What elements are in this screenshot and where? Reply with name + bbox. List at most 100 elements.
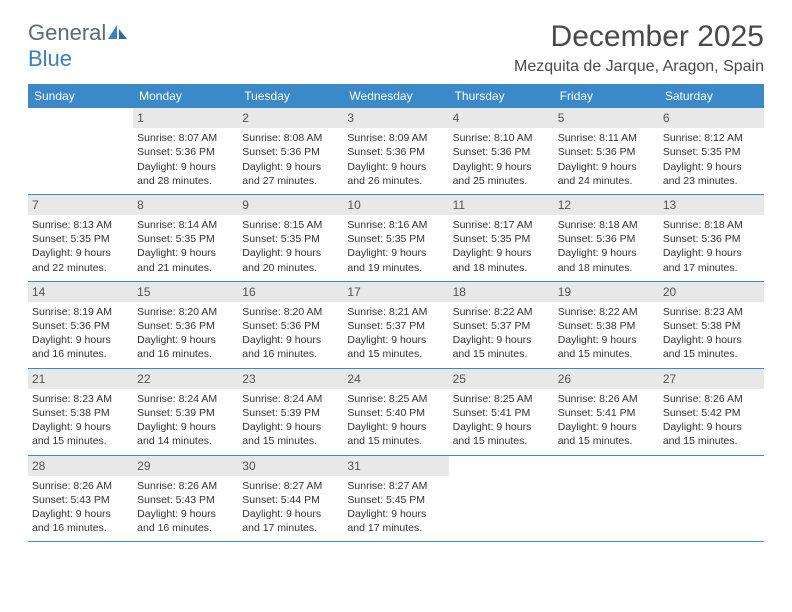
sunrise-line: Sunrise: 8:19 AM bbox=[32, 305, 129, 319]
day-header-saturday: Saturday bbox=[659, 84, 764, 108]
day-number: 23 bbox=[238, 369, 343, 389]
sunrise-line: Sunrise: 8:20 AM bbox=[137, 305, 234, 319]
sunset-line: Sunset: 5:35 PM bbox=[242, 232, 339, 246]
sunset-line: Sunset: 5:43 PM bbox=[137, 493, 234, 507]
day-cell bbox=[449, 455, 554, 542]
day-cell bbox=[554, 455, 659, 542]
day-cell: 8Sunrise: 8:14 AMSunset: 5:35 PMDaylight… bbox=[133, 194, 238, 281]
sunrise-line: Sunrise: 8:23 AM bbox=[663, 305, 760, 319]
day-number: 17 bbox=[343, 282, 448, 302]
month-title: December 2025 bbox=[514, 20, 764, 54]
daylight-line: Daylight: 9 hours and 15 minutes. bbox=[558, 420, 655, 448]
sunrise-line: Sunrise: 8:26 AM bbox=[137, 479, 234, 493]
sunset-line: Sunset: 5:36 PM bbox=[453, 145, 550, 159]
sunset-line: Sunset: 5:37 PM bbox=[347, 319, 444, 333]
sunrise-line: Sunrise: 8:12 AM bbox=[663, 131, 760, 145]
sunset-line: Sunset: 5:35 PM bbox=[663, 145, 760, 159]
sunrise-line: Sunrise: 8:09 AM bbox=[347, 131, 444, 145]
day-number: 9 bbox=[238, 195, 343, 215]
daylight-line: Daylight: 9 hours and 21 minutes. bbox=[137, 246, 234, 274]
day-number: 2 bbox=[238, 108, 343, 128]
daylight-line: Daylight: 9 hours and 25 minutes. bbox=[453, 160, 550, 188]
day-cell bbox=[28, 108, 133, 194]
sunset-line: Sunset: 5:43 PM bbox=[32, 493, 129, 507]
day-number: 24 bbox=[343, 369, 448, 389]
sunset-line: Sunset: 5:38 PM bbox=[663, 319, 760, 333]
sunrise-line: Sunrise: 8:16 AM bbox=[347, 218, 444, 232]
day-cell: 29Sunrise: 8:26 AMSunset: 5:43 PMDayligh… bbox=[133, 455, 238, 542]
sunset-line: Sunset: 5:36 PM bbox=[242, 145, 339, 159]
sunrise-line: Sunrise: 8:20 AM bbox=[242, 305, 339, 319]
daylight-line: Daylight: 9 hours and 16 minutes. bbox=[137, 507, 234, 535]
logo: General Blue bbox=[28, 20, 128, 72]
daylight-line: Daylight: 9 hours and 26 minutes. bbox=[347, 160, 444, 188]
page-header: General Blue December 2025 Mezquita de J… bbox=[28, 20, 764, 76]
sunset-line: Sunset: 5:41 PM bbox=[558, 406, 655, 420]
daylight-line: Daylight: 9 hours and 23 minutes. bbox=[663, 160, 760, 188]
daylight-line: Daylight: 9 hours and 15 minutes. bbox=[32, 420, 129, 448]
daylight-line: Daylight: 9 hours and 16 minutes. bbox=[32, 507, 129, 535]
day-number: 15 bbox=[133, 282, 238, 302]
daylight-line: Daylight: 9 hours and 20 minutes. bbox=[242, 246, 339, 274]
sunrise-line: Sunrise: 8:08 AM bbox=[242, 131, 339, 145]
day-number: 25 bbox=[449, 369, 554, 389]
sunrise-line: Sunrise: 8:24 AM bbox=[242, 392, 339, 406]
day-cell: 26 Sunrise: 8:26 AMSunset: 5:41 PMDayligh… bbox=[554, 368, 659, 455]
daylight-line: Daylight: 9 hours and 19 minutes. bbox=[347, 246, 444, 274]
day-number: 18 bbox=[449, 282, 554, 302]
day-number: 3 bbox=[343, 108, 448, 128]
sunrise-line: Sunrise: 8:26 AM bbox=[558, 392, 655, 406]
sunrise-line: Sunrise: 8:10 AM bbox=[453, 131, 550, 145]
sunset-line: Sunset: 5:45 PM bbox=[347, 493, 444, 507]
day-cell: 30Sunrise: 8:27 AMSunset: 5:44 PMDayligh… bbox=[238, 455, 343, 542]
sunset-line: Sunset: 5:36 PM bbox=[663, 232, 760, 246]
sunset-line: Sunset: 5:36 PM bbox=[137, 145, 234, 159]
sunrise-line: Sunrise: 8:26 AM bbox=[663, 392, 760, 406]
sunset-line: Sunset: 5:36 PM bbox=[32, 319, 129, 333]
sunrise-line: Sunrise: 8:17 AM bbox=[453, 218, 550, 232]
day-cell: 6Sunrise: 8:12 AMSunset: 5:35 PMDaylight… bbox=[659, 108, 764, 194]
day-number: 7 bbox=[28, 195, 133, 215]
day-number: 26 bbox=[554, 369, 659, 389]
daylight-line: Daylight: 9 hours and 17 minutes. bbox=[242, 507, 339, 535]
sunset-line: Sunset: 5:39 PM bbox=[137, 406, 234, 420]
sunrise-line: Sunrise: 8:14 AM bbox=[137, 218, 234, 232]
day-cell: 21Sunrise: 8:23 AMSunset: 5:38 PMDayligh… bbox=[28, 368, 133, 455]
day-cell: 11Sunrise: 8:17 AMSunset: 5:35 PMDayligh… bbox=[449, 194, 554, 281]
day-header-thursday: Thursday bbox=[449, 84, 554, 108]
daylight-line: Daylight: 9 hours and 27 minutes. bbox=[242, 160, 339, 188]
sunrise-line: Sunrise: 8:21 AM bbox=[347, 305, 444, 319]
sunrise-line: Sunrise: 8:22 AM bbox=[558, 305, 655, 319]
week-row: 14Sunrise: 8:19 AMSunset: 5:36 PMDayligh… bbox=[28, 281, 764, 368]
day-number: 4 bbox=[449, 108, 554, 128]
sunset-line: Sunset: 5:38 PM bbox=[558, 319, 655, 333]
week-row: 21Sunrise: 8:23 AMSunset: 5:38 PMDayligh… bbox=[28, 368, 764, 455]
daylight-line: Daylight: 9 hours and 15 minutes. bbox=[663, 420, 760, 448]
day-cell: 9Sunrise: 8:15 AMSunset: 5:35 PMDaylight… bbox=[238, 194, 343, 281]
day-number: 20 bbox=[659, 282, 764, 302]
sunset-line: Sunset: 5:42 PM bbox=[663, 406, 760, 420]
day-header-row: SundayMondayTuesdayWednesdayThursdayFrid… bbox=[28, 84, 764, 108]
sunrise-line: Sunrise: 8:11 AM bbox=[558, 131, 655, 145]
daylight-line: Daylight: 9 hours and 15 minutes. bbox=[453, 333, 550, 361]
daylight-line: Daylight: 9 hours and 15 minutes. bbox=[242, 420, 339, 448]
day-cell: 28Sunrise: 8:26 AMSunset: 5:43 PMDayligh… bbox=[28, 455, 133, 542]
daylight-line: Daylight: 9 hours and 15 minutes. bbox=[347, 420, 444, 448]
sunrise-line: Sunrise: 8:25 AM bbox=[347, 392, 444, 406]
day-header-sunday: Sunday bbox=[28, 84, 133, 108]
day-cell: 24Sunrise: 8:25 AMSunset: 5:40 PMDayligh… bbox=[343, 368, 448, 455]
day-cell: 18Sunrise: 8:22 AMSunset: 5:37 PMDayligh… bbox=[449, 281, 554, 368]
daylight-line: Daylight: 9 hours and 16 minutes. bbox=[32, 333, 129, 361]
daylight-line: Daylight: 9 hours and 15 minutes. bbox=[558, 333, 655, 361]
daylight-line: Daylight: 9 hours and 16 minutes. bbox=[137, 333, 234, 361]
daylight-line: Daylight: 9 hours and 17 minutes. bbox=[663, 246, 760, 274]
sunset-line: Sunset: 5:35 PM bbox=[32, 232, 129, 246]
day-cell: 27Sunrise: 8:26 AMSunset: 5:42 PMDayligh… bbox=[659, 368, 764, 455]
day-header-friday: Friday bbox=[554, 84, 659, 108]
sunset-line: Sunset: 5:39 PM bbox=[242, 406, 339, 420]
sunset-line: Sunset: 5:36 PM bbox=[558, 145, 655, 159]
daylight-line: Daylight: 9 hours and 17 minutes. bbox=[347, 507, 444, 535]
sail-icon bbox=[108, 20, 128, 46]
day-number: 28 bbox=[28, 456, 133, 476]
day-cell bbox=[659, 455, 764, 542]
